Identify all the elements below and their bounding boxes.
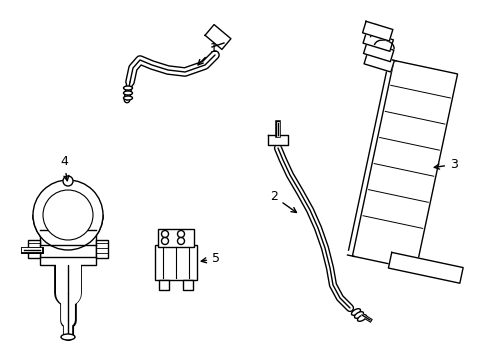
Bar — [96, 240, 108, 258]
Polygon shape — [267, 135, 287, 145]
Circle shape — [63, 176, 73, 186]
Circle shape — [177, 238, 184, 244]
Ellipse shape — [123, 96, 132, 100]
Polygon shape — [363, 42, 393, 62]
Bar — [40, 215, 96, 265]
Polygon shape — [352, 60, 457, 270]
Bar — [158, 229, 194, 247]
Polygon shape — [387, 252, 462, 283]
Text: 2: 2 — [269, 190, 296, 212]
Ellipse shape — [354, 312, 363, 318]
Ellipse shape — [61, 334, 75, 340]
Bar — [28, 240, 40, 258]
Polygon shape — [364, 52, 393, 72]
Circle shape — [161, 238, 168, 244]
Bar — [183, 280, 193, 290]
Circle shape — [43, 190, 93, 240]
Ellipse shape — [123, 86, 132, 90]
Text: 1: 1 — [198, 42, 218, 65]
Wedge shape — [33, 215, 103, 250]
Bar — [155, 245, 197, 280]
Polygon shape — [362, 21, 392, 41]
Text: 3: 3 — [433, 158, 457, 171]
Ellipse shape — [357, 315, 366, 321]
Circle shape — [161, 230, 168, 238]
Text: 5: 5 — [201, 252, 220, 265]
Polygon shape — [204, 24, 230, 49]
Bar — [159, 280, 169, 290]
Circle shape — [33, 180, 103, 250]
Text: 4: 4 — [60, 155, 69, 181]
Polygon shape — [362, 32, 392, 51]
Ellipse shape — [351, 309, 360, 315]
Circle shape — [177, 230, 184, 238]
Ellipse shape — [123, 91, 132, 95]
